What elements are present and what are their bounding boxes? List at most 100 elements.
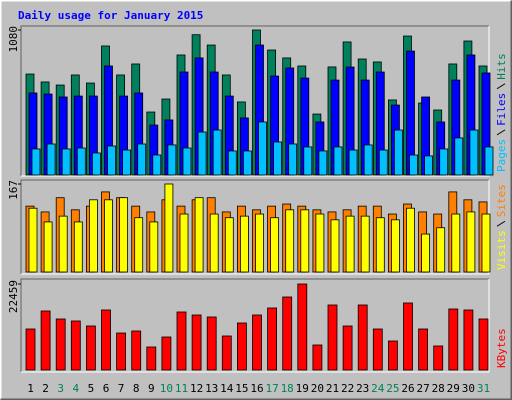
bar: [209, 213, 219, 273]
bar: [348, 149, 358, 176]
x-tick-label: 8: [133, 382, 140, 395]
bar: [270, 217, 280, 273]
bar: [433, 345, 444, 371]
bar: [255, 213, 264, 273]
x-tick-label: 28: [432, 382, 445, 395]
bar: [330, 219, 340, 273]
legend-label: Pages: [495, 139, 508, 172]
plot-border: [20, 278, 489, 372]
y-tick-label: 22459: [7, 280, 20, 313]
x-tick-label: 19: [296, 382, 309, 395]
legend-separator: [496, 220, 506, 227]
bar: [28, 207, 38, 273]
plot-border: [20, 25, 489, 176]
bar: [176, 311, 187, 371]
x-tick-label: 27: [416, 382, 429, 395]
bar: [387, 340, 398, 371]
plot-border: [20, 179, 489, 274]
bar: [70, 320, 81, 371]
bar: [164, 183, 174, 273]
bar: [312, 344, 323, 371]
x-tick-label: 6: [103, 382, 110, 395]
plot-border: [21, 180, 490, 275]
bar: [179, 213, 189, 273]
bar: [406, 207, 415, 273]
bar: [273, 141, 283, 176]
bar: [194, 197, 204, 273]
bar: [333, 146, 343, 176]
bar: [239, 215, 249, 273]
bar: [481, 213, 491, 273]
x-tick-label: 18: [281, 382, 294, 395]
bar: [25, 328, 36, 371]
bar: [436, 227, 446, 273]
bar: [86, 325, 96, 371]
bar: [224, 217, 234, 273]
bar: [439, 148, 449, 176]
bar: [315, 213, 325, 273]
bar: [43, 221, 53, 273]
bar: [342, 325, 353, 371]
bar: [167, 144, 177, 176]
bar: [267, 307, 278, 371]
x-tick-label: 9: [148, 382, 155, 395]
bar: [451, 213, 461, 273]
x-tick-label: 17: [265, 382, 278, 395]
bar: [484, 146, 494, 176]
chart-title: Daily usage for January 2015: [18, 9, 203, 22]
bar: [360, 215, 370, 273]
x-tick-label: 25: [386, 382, 399, 395]
bar: [424, 155, 434, 176]
bar: [197, 131, 207, 176]
bar: [463, 309, 474, 371]
bar: [131, 330, 142, 371]
bar: [191, 314, 202, 371]
bar: [55, 318, 66, 371]
bar: [134, 217, 144, 273]
bar: [31, 148, 41, 176]
bar: [303, 146, 313, 176]
bar: [107, 145, 116, 176]
legend-label: Sites: [495, 184, 508, 217]
legend-label: Visits: [495, 230, 508, 270]
bar: [40, 310, 51, 371]
bar: [478, 318, 489, 371]
x-tick-label: 1: [27, 382, 34, 395]
bar: [122, 149, 131, 176]
bar: [116, 332, 126, 371]
bar: [345, 215, 355, 273]
bar: [76, 147, 86, 176]
x-tick-label: 10: [160, 382, 173, 395]
bar: [318, 150, 328, 176]
x-tick-label: 21: [326, 382, 339, 395]
bar: [327, 304, 338, 371]
bar: [92, 152, 101, 176]
bar: [137, 143, 147, 176]
legend-label: KBytes: [495, 328, 508, 368]
x-tick-label: 2: [42, 382, 49, 395]
bar: [161, 336, 172, 371]
x-tick-label: 22: [341, 382, 354, 395]
bar: [152, 154, 162, 176]
bar: [393, 129, 403, 176]
y-tick-label: 167: [7, 180, 20, 200]
bar: [390, 219, 400, 273]
bar: [469, 129, 479, 176]
bar: [149, 221, 159, 273]
x-tick-label: 24: [371, 382, 385, 395]
bar: [236, 322, 247, 371]
x-tick-label: 11: [175, 382, 188, 395]
bar: [297, 283, 308, 371]
bar: [363, 144, 373, 176]
x-tick-label: 4: [72, 382, 79, 395]
bar: [300, 209, 310, 273]
legend-separator: [496, 129, 506, 136]
x-tick-label: 7: [118, 382, 125, 395]
bar: [73, 221, 83, 273]
x-tick-label: 26: [401, 382, 414, 395]
y-tick-label: 1080: [7, 26, 20, 53]
x-tick-label: 3: [57, 382, 64, 395]
bar: [61, 148, 71, 176]
x-tick-label: 29: [447, 382, 460, 395]
bar: [285, 209, 295, 273]
